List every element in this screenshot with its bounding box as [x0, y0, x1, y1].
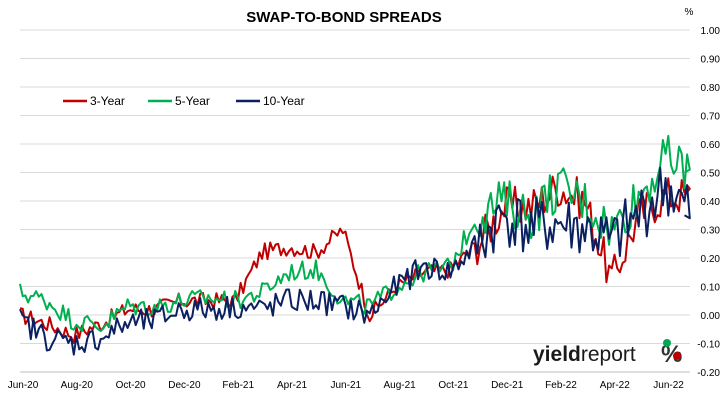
- x-tick-label: Jun-22: [653, 380, 684, 391]
- x-tick-label: Dec-20: [168, 380, 201, 391]
- legend-label-3-year: 3-Year: [90, 94, 125, 108]
- y-tick-label: 0.10: [701, 283, 721, 294]
- x-axis-tick-labels: Jun-20 Aug-20 Oct-20 Dec-20 Feb-21 Apr-21 Jun-…: [8, 380, 685, 391]
- y-tick-label: 1.00: [701, 26, 721, 37]
- y-tick-label: 0.90: [701, 55, 721, 66]
- y-axis-unit: %: [685, 7, 694, 18]
- chart-title: SWAP-TO-BOND SPREADS: [246, 9, 442, 26]
- logo-red-dot: [673, 352, 681, 360]
- x-tick-label: Aug-21: [383, 380, 416, 391]
- legend-label-10-year: 10-Year: [263, 94, 305, 108]
- y-axis-tick-labels: 1.00 0.90 0.80 0.70 0.60 0.50 0.40 0.30 0.20 0.10…: [697, 26, 720, 379]
- logo-yield: yield: [533, 343, 581, 366]
- y-tick-label: 0.30: [701, 226, 721, 237]
- x-tick-label: Dec-21: [491, 380, 524, 391]
- x-tick-label: Oct-21: [438, 380, 468, 391]
- x-tick-label: Oct-20: [116, 380, 146, 391]
- series-lines: [19, 134, 691, 356]
- grid-lines: [20, 29, 690, 344]
- y-tick-label: 0.20: [701, 254, 721, 265]
- x-tick-label: Apr-22: [600, 380, 630, 391]
- x-tick-label: Jun-20: [8, 380, 39, 391]
- y-tick-label: -0.20: [697, 368, 720, 379]
- y-tick-label: 0.40: [701, 197, 721, 208]
- x-tick-label: Feb-22: [545, 380, 577, 391]
- yieldreport-logo: yieldreport %: [533, 339, 682, 368]
- y-tick-label: 0.00: [701, 311, 721, 322]
- logo-report: report: [581, 343, 636, 366]
- series-line-5-year: [19, 134, 691, 333]
- svg-text:yieldreport: yieldreport: [533, 343, 636, 366]
- y-tick-label: -0.10: [697, 340, 720, 351]
- y-tick-label: 0.50: [701, 169, 721, 180]
- logo-percent-symbol: %: [661, 341, 682, 368]
- y-tick-label: 0.80: [701, 83, 721, 94]
- x-tick-label: Feb-21: [222, 380, 254, 391]
- legend: 3-Year 5-Year 10-Year: [63, 94, 305, 108]
- x-tick-label: Jun-21: [331, 380, 362, 391]
- x-tick-label: Aug-20: [61, 380, 94, 391]
- logo-green-dot: [663, 339, 671, 347]
- y-tick-label: 0.70: [701, 112, 721, 123]
- y-tick-label: 0.60: [701, 140, 721, 151]
- x-tick-label: Apr-21: [277, 380, 307, 391]
- series-line-10-year: [19, 166, 691, 356]
- legend-label-5-year: 5-Year: [175, 94, 210, 108]
